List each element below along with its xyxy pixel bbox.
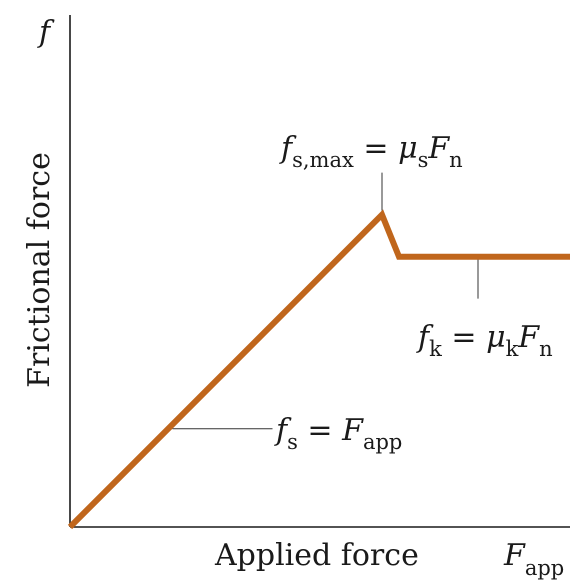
x-axis-symbol-main: F (503, 538, 526, 573)
y-axis-label: Frictional force (22, 152, 57, 388)
annotation-static: fs = Fapp (274, 413, 402, 454)
x-axis-symbol: Fapp (503, 538, 564, 580)
friction-curve (67, 209, 570, 530)
x-axis-label: Applied force (214, 538, 419, 573)
annotation-leaders (172, 172, 479, 430)
y-axis-symbol: f (37, 15, 55, 50)
x-axis-symbol-sub: app (525, 556, 564, 580)
annotation-static-max: fs,max = μsFn (279, 131, 463, 172)
annotation-kinetic: fk = μkFn (416, 320, 553, 361)
